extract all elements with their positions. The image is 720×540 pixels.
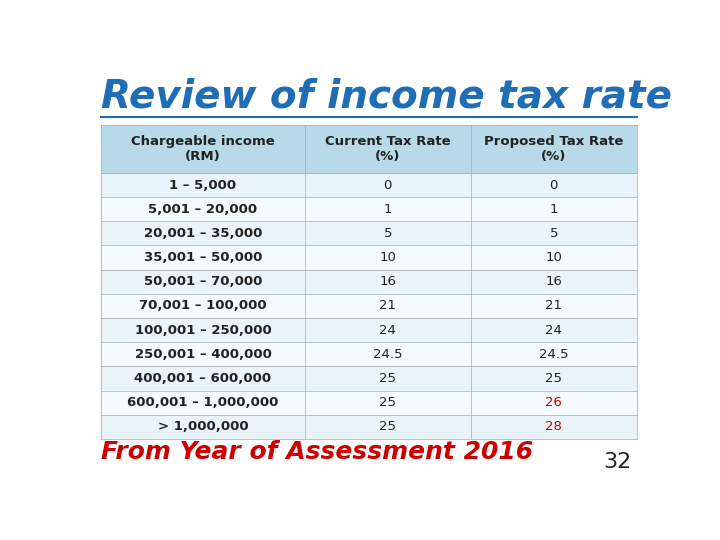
Text: 25: 25 <box>379 372 396 385</box>
Bar <box>101 390 305 415</box>
Bar <box>305 246 471 269</box>
Text: 24.5: 24.5 <box>539 348 569 361</box>
Text: 1: 1 <box>549 202 558 215</box>
Bar <box>305 125 471 173</box>
Bar <box>471 173 637 197</box>
Bar <box>305 269 471 294</box>
Bar <box>101 318 305 342</box>
Bar <box>101 342 305 367</box>
Bar <box>101 221 305 246</box>
Text: 21: 21 <box>379 300 396 313</box>
Text: 26: 26 <box>545 396 562 409</box>
Bar <box>471 269 637 294</box>
Text: 0: 0 <box>549 179 558 192</box>
Bar <box>471 390 637 415</box>
Bar <box>305 221 471 246</box>
Bar <box>471 221 637 246</box>
Text: 1 – 5,000: 1 – 5,000 <box>169 179 236 192</box>
Bar <box>101 197 305 221</box>
Bar <box>101 173 305 197</box>
Bar <box>471 294 637 318</box>
Bar <box>305 173 471 197</box>
Text: 24: 24 <box>379 323 396 336</box>
Text: 16: 16 <box>379 275 396 288</box>
Text: 50,001 – 70,000: 50,001 – 70,000 <box>144 275 262 288</box>
Bar <box>471 197 637 221</box>
Bar <box>305 415 471 439</box>
Text: 600,001 – 1,000,000: 600,001 – 1,000,000 <box>127 396 279 409</box>
Bar <box>471 367 637 390</box>
Bar <box>101 246 305 269</box>
Text: 25: 25 <box>545 372 562 385</box>
Text: 16: 16 <box>545 275 562 288</box>
Bar <box>305 367 471 390</box>
Text: > 1,000,000: > 1,000,000 <box>158 421 248 434</box>
Bar <box>101 269 305 294</box>
Text: 0: 0 <box>384 179 392 192</box>
Bar <box>101 294 305 318</box>
Text: 24: 24 <box>545 323 562 336</box>
Text: 28: 28 <box>545 421 562 434</box>
Text: 32: 32 <box>603 453 631 472</box>
Text: 70,001 – 100,000: 70,001 – 100,000 <box>139 300 266 313</box>
Text: Chargeable income
(RM): Chargeable income (RM) <box>131 135 275 163</box>
Text: 24.5: 24.5 <box>373 348 402 361</box>
Text: 10: 10 <box>545 251 562 264</box>
Text: Current Tax Rate
(%): Current Tax Rate (%) <box>325 135 451 163</box>
Text: Proposed Tax Rate
(%): Proposed Tax Rate (%) <box>484 135 624 163</box>
Bar <box>305 342 471 367</box>
Text: 5: 5 <box>549 227 558 240</box>
Text: 25: 25 <box>379 421 396 434</box>
Bar <box>101 415 305 439</box>
Text: 100,001 – 250,000: 100,001 – 250,000 <box>135 323 271 336</box>
Text: 35,001 – 50,000: 35,001 – 50,000 <box>144 251 262 264</box>
Text: 25: 25 <box>379 396 396 409</box>
Bar <box>305 318 471 342</box>
Text: 20,001 – 35,000: 20,001 – 35,000 <box>144 227 262 240</box>
Text: 21: 21 <box>545 300 562 313</box>
Bar <box>471 318 637 342</box>
Bar <box>305 390 471 415</box>
Text: 5,001 – 20,000: 5,001 – 20,000 <box>148 202 258 215</box>
Text: 400,001 – 600,000: 400,001 – 600,000 <box>135 372 271 385</box>
Bar <box>471 342 637 367</box>
Text: 5: 5 <box>384 227 392 240</box>
Text: From Year of Assessment 2016: From Year of Assessment 2016 <box>101 440 534 464</box>
Text: 250,001 – 400,000: 250,001 – 400,000 <box>135 348 271 361</box>
Text: 10: 10 <box>379 251 396 264</box>
Bar <box>471 415 637 439</box>
Bar <box>471 125 637 173</box>
Text: Review of income tax rate: Review of income tax rate <box>101 77 672 115</box>
Bar <box>101 367 305 390</box>
Bar <box>471 246 637 269</box>
Bar <box>305 197 471 221</box>
Bar <box>305 294 471 318</box>
Bar <box>101 125 305 173</box>
Text: 1: 1 <box>384 202 392 215</box>
